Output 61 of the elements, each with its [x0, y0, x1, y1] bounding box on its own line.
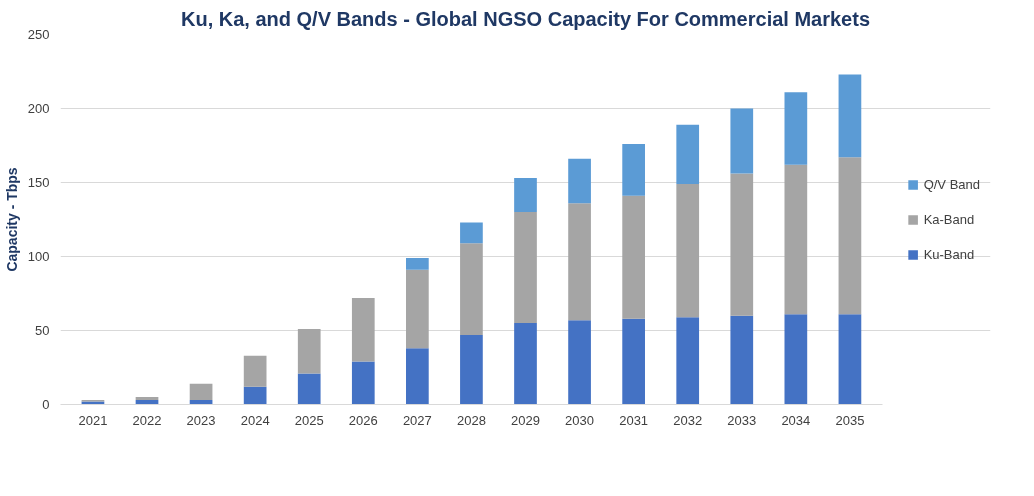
- y-tick-label: 200: [27, 101, 50, 116]
- bar: [460, 243, 483, 335]
- x-tick-label: 2027: [402, 412, 432, 428]
- y-axis-title: Capacity - Tbps: [3, 167, 20, 272]
- y-tick-label: 0: [42, 397, 50, 412]
- y-tick-label: 250: [27, 27, 50, 42]
- x-tick-label: 2032: [673, 412, 703, 428]
- bar: [622, 318, 645, 405]
- x-tick-label: 2021: [78, 412, 108, 428]
- x-tick-label: 2035: [835, 412, 865, 428]
- bar: [514, 178, 537, 213]
- y-tick-label: 150: [27, 175, 50, 190]
- bar: [351, 361, 375, 405]
- bar: [406, 257, 429, 270]
- chart-title: Ku, Ka, and Q/V Bands - Global NGSO Capacity For Commercial Markets: [180, 7, 871, 30]
- bar: [243, 386, 267, 405]
- x-tick-label: 2029: [511, 412, 540, 428]
- x-tick-label: 2028: [456, 412, 486, 428]
- bar: [838, 314, 862, 405]
- bar: [838, 74, 862, 158]
- legend-label: Ka-Band: [923, 211, 975, 227]
- legend-label: Ku-Band: [923, 246, 975, 262]
- x-tick-label: 2024: [240, 412, 270, 428]
- legend-label: Q/V Band: [923, 176, 980, 192]
- x-tick-label: 2025: [294, 412, 324, 428]
- y-tick-label: 100: [27, 249, 50, 264]
- x-tick-label: 2030: [565, 412, 595, 428]
- bar: [784, 314, 808, 405]
- bar: [676, 124, 700, 184]
- bar: [297, 373, 321, 405]
- x-tick-label: 2023: [186, 412, 216, 428]
- bar: [730, 173, 754, 316]
- bar: [568, 158, 591, 204]
- bar: [784, 92, 808, 165]
- bar: [135, 397, 159, 401]
- bar: [406, 348, 429, 405]
- bar: [676, 183, 700, 318]
- x-tick-label: 2033: [727, 412, 757, 428]
- bar: [406, 269, 429, 349]
- bar: [784, 164, 808, 315]
- bar: [514, 212, 537, 324]
- bar: [568, 203, 591, 321]
- bar: [730, 108, 754, 174]
- bar: [568, 320, 591, 405]
- bar: [514, 323, 537, 405]
- x-tick-label: 2034: [781, 412, 811, 428]
- bar: [838, 157, 862, 315]
- y-tick-label: 50: [35, 323, 50, 338]
- x-tick-label: 2031: [619, 412, 649, 428]
- bar: [351, 297, 375, 362]
- bar: [460, 222, 483, 244]
- x-tick-label: 2022: [132, 412, 162, 428]
- bar: [622, 195, 645, 319]
- bar: [297, 329, 321, 374]
- bar: [676, 317, 700, 405]
- bar: [622, 144, 645, 196]
- bar: [243, 355, 267, 387]
- bar: [189, 383, 213, 401]
- bar: [460, 334, 483, 405]
- bar: [730, 315, 754, 405]
- x-tick-label: 2026: [348, 412, 378, 428]
